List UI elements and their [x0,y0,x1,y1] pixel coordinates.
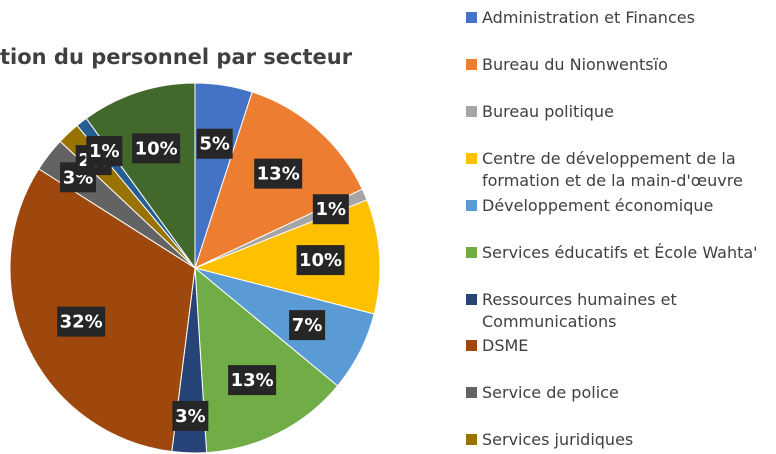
legend-label: Administration et Finances [482,8,695,27]
legend-label: Bureau politique [482,102,614,121]
data-label-bg [86,136,123,167]
data-label-bg [57,306,106,337]
legend-label: Bureau du Nionwentsïo [482,55,668,74]
legend-item: Ressources humaines et Communications [466,289,776,333]
data-label: 5% [199,134,230,155]
legend-item: Administration et Finances [466,7,776,29]
legend-item: Service de police [466,382,776,404]
legend-label: Services juridiques [482,430,634,449]
data-label-bg [312,194,349,225]
data-label-bg [132,133,181,164]
data-label-bg [254,158,303,189]
legend-swatch [466,59,477,70]
data-label: 3% [175,406,206,427]
legend-swatch [466,434,477,445]
data-label-bg [296,245,345,276]
legend-swatch [466,153,477,164]
legend-swatch [466,106,477,117]
legend-swatch [466,200,477,211]
legend-swatch [466,12,477,23]
data-label: 1% [316,199,347,220]
data-label: 10% [299,250,342,271]
legend-item: Services éducatifs et École Wahta' [466,242,776,264]
legend-item: Centre de développement de la formation … [466,148,776,192]
data-label-bg [289,310,326,341]
chart-title: tion du personnel par secteur [0,45,353,69]
legend-item: Bureau du Nionwentsïo [466,54,776,76]
legend-item: Services juridiques [466,429,776,451]
pie-slice [194,266,339,454]
legend-swatch [466,294,477,305]
data-label: 7% [292,315,323,336]
legend-item: Bureau politique [466,101,776,123]
legend-label: DSME [482,336,529,355]
pie-slice [85,82,196,270]
legend-label: Ressources humaines et Communications [482,290,677,331]
data-label: 13% [257,164,300,185]
data-label: 10% [135,138,178,159]
data-label: 13% [231,370,274,391]
legend-label: Centre de développement de la formation … [482,149,743,190]
data-label-bg [228,365,277,396]
legend-swatch [466,340,477,351]
legend-item: Développement économique [466,195,776,217]
data-label-bg [196,128,233,159]
legend-item: DSME [466,335,776,357]
legend-label: Service de police [482,383,619,402]
legend-label: Services éducatifs et École Wahta' [482,243,758,262]
data-label: 32% [60,312,103,333]
data-label-bg [172,400,209,431]
legend-swatch [466,247,477,258]
data-label: 1% [89,141,120,162]
pie-slice [193,199,381,315]
legend-swatch [466,387,477,398]
legend-label: Développement économique [482,196,714,215]
